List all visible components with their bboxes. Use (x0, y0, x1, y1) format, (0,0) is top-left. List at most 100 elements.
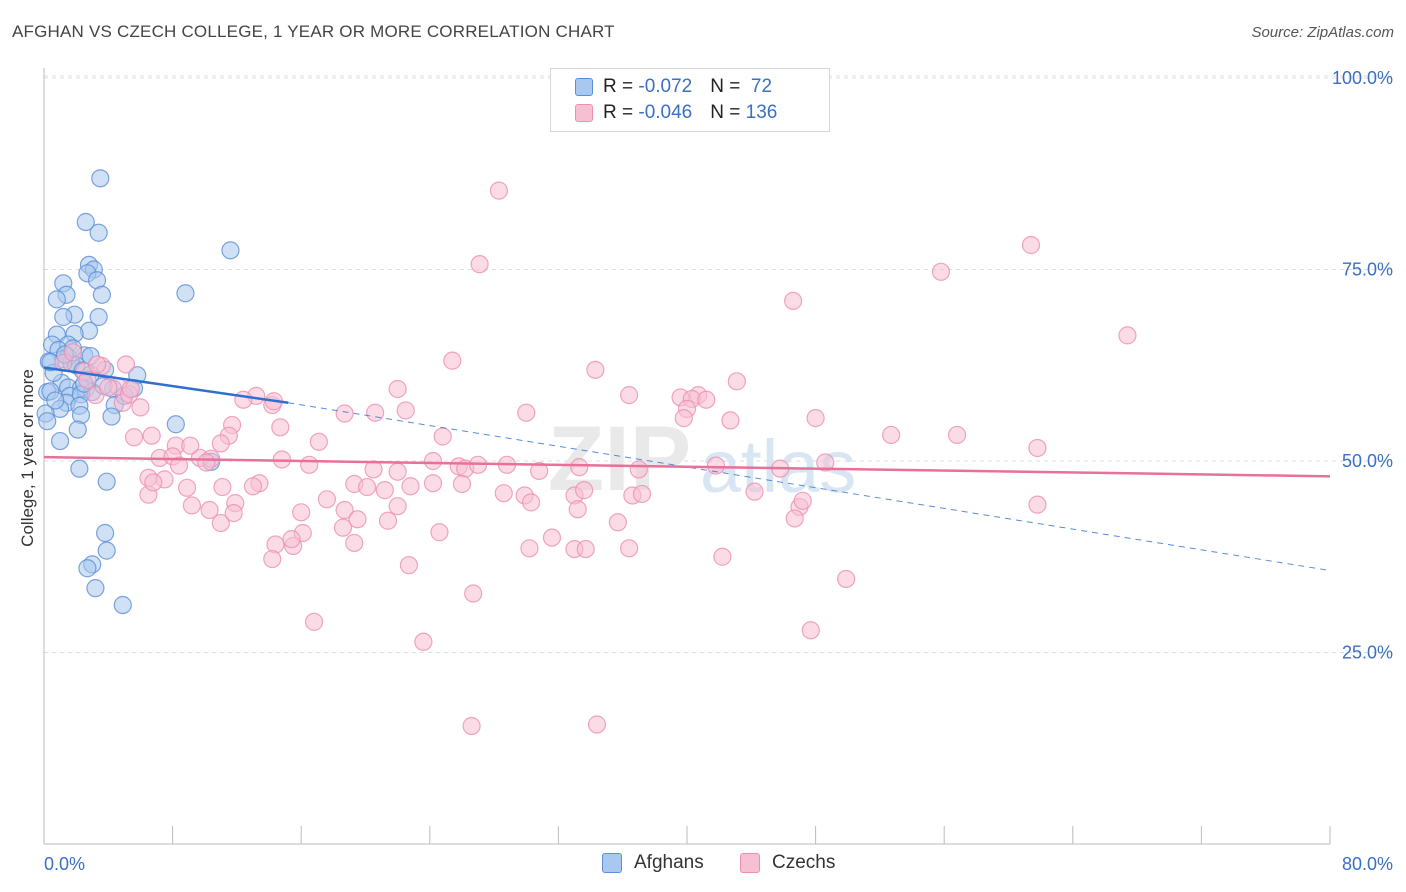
legend-afghans-label: Afghans (634, 852, 704, 873)
czech-point (433, 427, 452, 446)
legend-czechs-label: Czechs (772, 852, 836, 873)
czech-point (396, 401, 415, 420)
afghan-point (50, 431, 70, 451)
afghan-point (113, 595, 132, 615)
afghan-point (176, 284, 195, 303)
czech-point (806, 409, 825, 428)
czechs-n-value: 136 (745, 102, 778, 123)
afghan-point (78, 559, 97, 578)
czech-point (793, 491, 812, 510)
czech-point (388, 379, 407, 399)
x-tick-label: 80.0% (1342, 854, 1393, 874)
czech-point (462, 716, 481, 736)
czech-point (587, 715, 607, 734)
czech-point (414, 632, 433, 651)
czech-point (378, 511, 398, 530)
czechs-swatch (575, 104, 593, 122)
y-tick-label: 25.0% (1342, 643, 1393, 663)
afghans-n-value: 72 (745, 76, 773, 97)
chart-title: AFGHAN VS CZECH COLLEGE, 1 YEAR OR MORE … (12, 22, 615, 41)
czech-point (197, 453, 216, 472)
czech-point (575, 481, 594, 500)
czech-point (358, 477, 377, 497)
czech-point (568, 500, 587, 519)
czech-point (211, 434, 230, 453)
czech-point (542, 528, 562, 547)
czech-point (674, 409, 693, 428)
afghan-point (97, 541, 116, 560)
czech-point (586, 360, 605, 379)
czechs-r-label: R = (603, 102, 639, 123)
czech-point (443, 351, 462, 370)
afghan-point (46, 391, 65, 410)
czech-point (271, 418, 290, 437)
czech-point (124, 428, 144, 447)
afghan-point (89, 307, 108, 327)
czech-point (181, 436, 200, 455)
czech-point (1028, 438, 1047, 458)
czech-point (399, 556, 419, 575)
czech-point (721, 411, 740, 430)
czech-point (213, 477, 232, 497)
afghan-point (70, 459, 89, 478)
czech-point (464, 584, 483, 603)
czech-point (423, 451, 443, 471)
afghan-point (86, 579, 105, 598)
czech-point (620, 539, 639, 558)
afghans-trend-line (43, 366, 289, 405)
stats-row-czechs: R = -0.046 N = 136 (575, 101, 777, 125)
czech-point (1021, 235, 1041, 255)
czech-point (63, 343, 83, 362)
czech-point (243, 477, 263, 496)
y-axis-label: College, 1 year or more (18, 369, 37, 547)
czech-point (517, 403, 536, 422)
czech-point (87, 355, 107, 374)
afghan-point (54, 307, 73, 327)
czech-point (116, 355, 136, 374)
czech-point (570, 458, 589, 477)
legend-afghans-swatch (602, 853, 622, 873)
afghan-point (102, 407, 121, 426)
czech-point (282, 530, 301, 549)
czech-point (620, 386, 639, 405)
afghans-swatch (575, 78, 593, 96)
czech-point (300, 455, 319, 474)
afghan-point (38, 412, 57, 431)
stats-row-afghans: R = -0.072 N = 72 (575, 75, 772, 99)
czech-point (309, 432, 328, 451)
czech-point (706, 456, 726, 475)
czech-point (489, 181, 509, 200)
czechs-r-value: -0.046 (638, 102, 693, 123)
czech-point (335, 500, 354, 520)
czech-point (520, 539, 539, 558)
czech-point (430, 523, 449, 542)
czech-point (317, 490, 337, 509)
czech-point (121, 379, 140, 399)
afghan-point (89, 223, 108, 242)
afghans-n-label: N = (710, 76, 746, 97)
y-tick-label: 100.0% (1332, 68, 1393, 88)
czech-point (816, 453, 835, 472)
afghans-r-value: -0.072 (638, 76, 693, 97)
czech-point (142, 426, 161, 445)
czech-point (388, 462, 407, 481)
czech-point (333, 518, 353, 537)
czech-point (882, 425, 901, 445)
czech-point (452, 474, 472, 494)
czech-point (697, 390, 716, 409)
czech-point (837, 569, 856, 589)
afghan-point (166, 415, 185, 434)
czech-point (131, 398, 150, 417)
czech-point (629, 460, 648, 479)
afghan-point (68, 420, 87, 439)
afghan-point (91, 169, 110, 188)
czech-point (576, 539, 595, 559)
y-tick-label: 75.0% (1342, 260, 1393, 280)
czech-point (99, 378, 118, 397)
czech-point (401, 477, 420, 496)
czech-point (345, 533, 364, 553)
czech-point (169, 456, 189, 475)
czech-point (182, 496, 201, 515)
czechs-n-label: N = (710, 102, 746, 123)
